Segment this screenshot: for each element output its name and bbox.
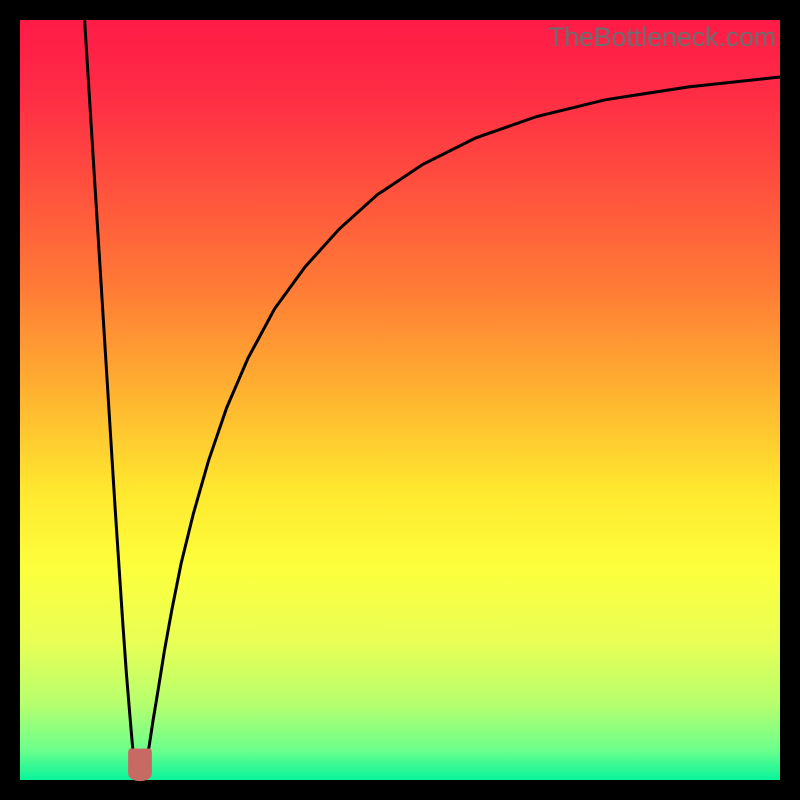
optimum-marker (123, 748, 157, 787)
chart-root: TheBottleneck.com (0, 0, 800, 800)
u-cup-icon (123, 748, 157, 782)
plot-area (20, 20, 780, 780)
bottleneck-curve (85, 20, 780, 775)
watermark-text: TheBottleneck.com (548, 22, 776, 53)
bottleneck-curve-layer (20, 20, 780, 780)
